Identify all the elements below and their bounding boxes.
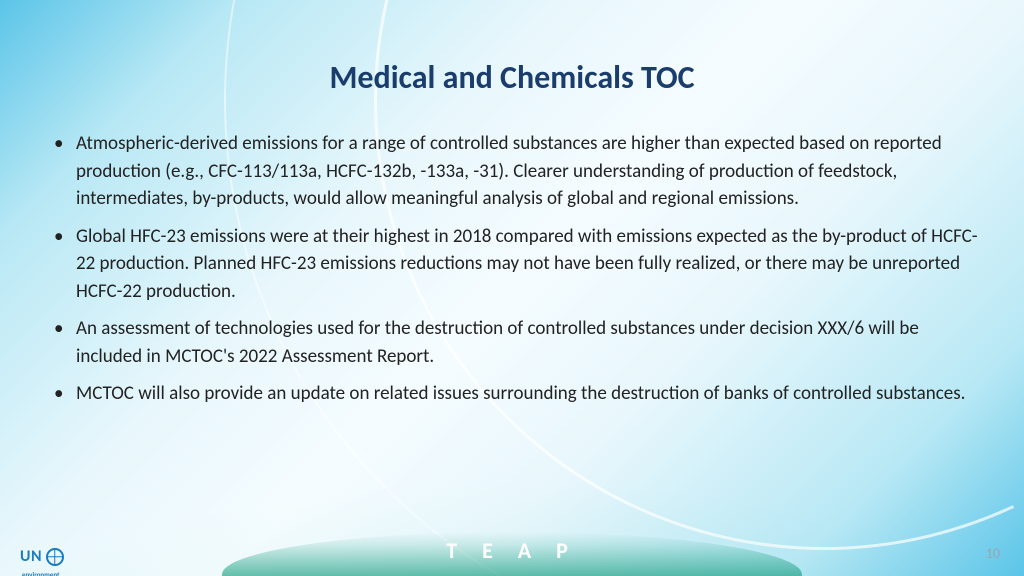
bullet-item: Global HFC-23 emissions were at their hi… <box>46 223 978 306</box>
bullet-item: MCTOC will also provide an update on rel… <box>46 380 978 408</box>
un-logo-text: UN <box>20 547 42 566</box>
un-logo-sub: environment <box>22 571 59 576</box>
page-number: 10 <box>986 545 1000 562</box>
globe-icon <box>46 548 64 566</box>
footer: T E A P 10 UN environment United Nations… <box>0 526 1024 576</box>
slide-body: Atmospheric-derived emissions for a rang… <box>46 130 978 418</box>
bullet-list: Atmospheric-derived emissions for a rang… <box>46 130 978 408</box>
bullet-item: An assessment of technologies used for t… <box>46 315 978 370</box>
slide-title: Medical and Chemicals TOC <box>0 58 1024 97</box>
un-environment-logo: UN environment United Nations Environmen… <box>20 547 64 566</box>
footer-brand: T E A P <box>0 537 1024 564</box>
bullet-item: Atmospheric-derived emissions for a rang… <box>46 130 978 213</box>
slide: Medical and Chemicals TOC Atmospheric-de… <box>0 0 1024 576</box>
